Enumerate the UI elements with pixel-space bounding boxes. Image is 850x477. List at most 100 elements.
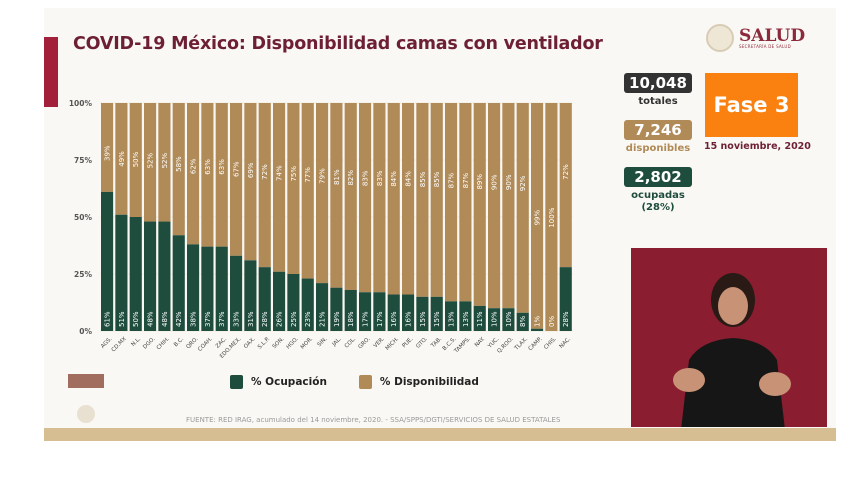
source-note: FUENTE: RED IRAG, acumulado del 14 novie… (186, 416, 561, 424)
page-title: COVID-19 México: Disponibilidad camas co… (73, 34, 603, 54)
legend-item-disponibilidad: % Disponibilidad (358, 375, 479, 389)
bar-disponibilidad (230, 103, 243, 256)
interpreter-figure-icon (673, 273, 791, 427)
data-label-disponibilidad: 90% (505, 174, 513, 190)
data-label-disponibilidad: 84% (390, 171, 398, 187)
data-label-disponibilidad: 99% (534, 210, 542, 226)
bar-disponibilidad (201, 103, 214, 247)
bar-ocupacion (516, 312, 529, 331)
bar-ocupacion (115, 214, 128, 331)
data-label-disponibilidad: 63% (204, 159, 212, 175)
data-label-disponibilidad: 100% (548, 207, 556, 227)
data-label-disponibilidad: 83% (376, 170, 384, 186)
bar-ocupacion (344, 289, 357, 331)
data-label-ocupacion: 16% (390, 311, 398, 327)
stat-ocupadas-label: ocupadas (631, 190, 685, 201)
footer-band (44, 428, 836, 441)
stat-ocupadas: 2,802 ocupadas (28%) (618, 167, 698, 214)
x-tick-label: GTO. (415, 336, 429, 350)
bar-ocupacion (359, 292, 372, 331)
data-label-ocupacion: 0% (548, 316, 556, 327)
data-label-ocupacion: 48% (147, 311, 155, 327)
bar-ocupacion (101, 191, 114, 331)
x-tick-label: CAMP. (528, 336, 544, 352)
data-label-disponibilidad: 72% (562, 164, 570, 180)
data-label-disponibilidad: 72% (261, 164, 269, 180)
data-label-disponibilidad: 90% (491, 174, 499, 190)
bar-ocupacion (502, 308, 515, 331)
bar-disponibilidad (144, 103, 157, 222)
legend-item-ocupacion: % Ocupación (230, 375, 327, 389)
x-tick-label: Q.ROO. (496, 336, 515, 355)
bar-ocupacion (230, 255, 243, 331)
data-label-ocupacion: 61% (104, 311, 112, 327)
bar-ocupacion (129, 217, 142, 331)
bar-disponibilidad (545, 103, 558, 331)
stacked-bar-chart: 0%25%50%75%100%61%39%AGS.51%49%CD.MX50%5… (69, 99, 573, 360)
data-label-disponibilidad: 58% (175, 156, 183, 172)
bar-disponibilidad (516, 103, 529, 313)
bar-ocupacion (488, 308, 501, 331)
data-label-ocupacion: 37% (218, 311, 226, 327)
bar-ocupacion (330, 287, 343, 331)
y-tick-label: 50% (74, 213, 92, 222)
x-tick-label: B.C. (173, 336, 185, 348)
sign-language-interpreter-video (631, 248, 827, 427)
data-label-ocupacion: 15% (419, 311, 427, 327)
bar-ocupacion (373, 292, 386, 331)
data-label-disponibilidad: 50% (132, 151, 140, 167)
data-label-disponibilidad: 85% (433, 171, 441, 187)
bar-disponibilidad (287, 103, 300, 274)
stat-disponibles-value: 7,246 (624, 120, 692, 140)
data-label-disponibilidad: 49% (118, 151, 126, 167)
data-label-ocupacion: 42% (175, 311, 183, 327)
data-label-ocupacion: 50% (132, 311, 140, 327)
bar-disponibilidad (244, 103, 257, 261)
stat-totales-value: 10,048 (624, 73, 692, 93)
x-tick-label: S.L.P. (257, 336, 272, 351)
x-tick-label: CD.MX (111, 336, 128, 353)
x-tick-label: PUE. (401, 336, 414, 349)
national-seal-icon (706, 24, 734, 52)
bar-disponibilidad (473, 103, 486, 306)
title-accent-bar (44, 37, 58, 107)
salud-logo: SALUD SECRETARÍA DE SALUD (706, 24, 805, 52)
data-label-ocupacion: 19% (333, 311, 341, 327)
data-label-ocupacion: 17% (376, 311, 384, 327)
data-label-disponibilidad: 67% (233, 161, 241, 177)
stat-ocupadas-value: 2,802 (624, 167, 692, 187)
legend-label: % Ocupación (251, 376, 327, 388)
phase-badge: Fase 3 (705, 73, 798, 137)
logo-subtitle: SECRETARÍA DE SALUD (739, 43, 791, 49)
bar-ocupacion (201, 246, 214, 331)
x-tick-label: NAC. (559, 336, 573, 350)
bar-disponibilidad (387, 103, 400, 295)
data-label-ocupacion: 1% (534, 316, 542, 327)
bar-disponibilidad (316, 103, 329, 284)
x-tick-label: HGO. (286, 336, 300, 350)
data-label-ocupacion: 13% (462, 311, 470, 327)
data-label-ocupacion: 23% (304, 311, 312, 327)
legend-swatch (230, 375, 243, 389)
data-label-disponibilidad: 77% (304, 167, 312, 183)
bar-disponibilidad (359, 103, 372, 293)
bar-ocupacion (316, 283, 329, 331)
bar-ocupacion (258, 267, 271, 331)
bar-disponibilidad (158, 103, 171, 222)
data-label-disponibilidad: 63% (218, 159, 226, 175)
bar-disponibilidad (373, 103, 386, 293)
bar-ocupacion (559, 267, 572, 331)
bar-ocupacion (158, 221, 171, 331)
data-label-disponibilidad: 83% (362, 170, 370, 186)
y-tick-label: 100% (69, 99, 93, 108)
report-date: 15 noviembre, 2020 (704, 141, 811, 152)
data-label-ocupacion: 28% (562, 311, 570, 327)
x-tick-label: SON. (272, 336, 286, 350)
y-tick-label: 0% (79, 327, 92, 336)
government-emblem-icon (68, 374, 104, 423)
bar-disponibilidad (129, 103, 142, 217)
data-label-ocupacion: 13% (448, 311, 456, 327)
bar-ocupacion (387, 294, 400, 331)
data-label-disponibilidad: 82% (347, 170, 355, 186)
data-label-ocupacion: 33% (233, 311, 241, 327)
